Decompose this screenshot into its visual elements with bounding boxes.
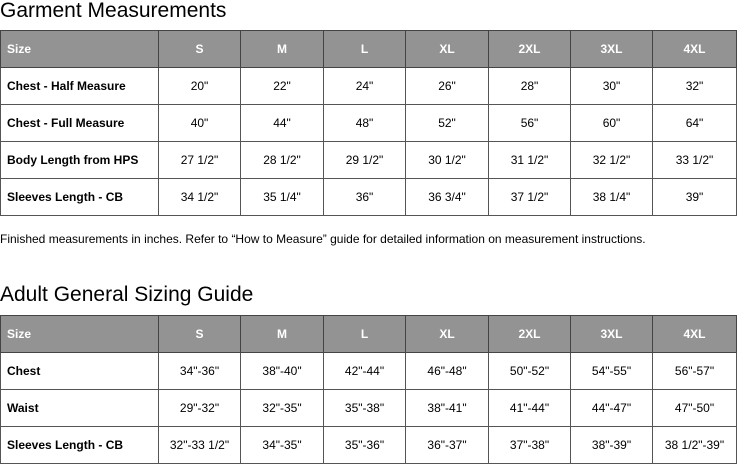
table-cell: 34 1/2"	[158, 178, 241, 216]
table-cell: 31 1/2"	[488, 141, 571, 179]
table-cell: 47"-50"	[652, 389, 737, 427]
table-cell: 29"-32"	[158, 389, 241, 427]
table-cell: 38"-40"	[240, 352, 324, 390]
table-cell: 42"-44"	[323, 352, 406, 390]
table-cell: 30"	[570, 67, 653, 105]
table-cell: 44"-47"	[570, 389, 653, 427]
table-cell: 27 1/2"	[158, 141, 241, 179]
column-header: 3XL	[570, 30, 653, 68]
row-label: Chest	[0, 352, 159, 390]
table-cell: 52"	[405, 104, 489, 142]
column-header: 3XL	[570, 315, 653, 353]
table-cell: 24"	[323, 67, 406, 105]
column-header: 4XL	[652, 315, 737, 353]
table-cell: 38 1/4"	[570, 178, 653, 216]
table-cell: 32 1/2"	[570, 141, 653, 179]
table-cell: 32"	[652, 67, 737, 105]
table-row: Sleeves Length - CB 32"-33 1/2" 34"-35" 35"…	[0, 426, 737, 464]
table-cell: 46"-48"	[405, 352, 489, 390]
table-cell: 32"-33 1/2"	[158, 426, 241, 464]
header-row: Size S M L XL 2XL 3XL 4XL	[0, 30, 737, 68]
table-cell: 38"-39"	[570, 426, 653, 464]
column-header: 2XL	[488, 30, 571, 68]
table-cell: 41"-44"	[488, 389, 571, 427]
table-cell: 39"	[652, 178, 737, 216]
row-label: Chest - Full Measure	[0, 104, 159, 142]
table-cell: 56"-57"	[652, 352, 737, 390]
table-row: Chest - Full Measure 40" 44" 48" 52" 56" 60" 64…	[0, 104, 737, 142]
table-row: Chest - Half Measure 20" 22" 24" 26" 28" 30" 32…	[0, 67, 737, 105]
row-label: Body Length from HPS	[0, 141, 159, 179]
table-cell: 34"-35"	[240, 426, 324, 464]
table-row: Body Length from HPS 27 1/2" 28 1/2" 29 1/2…	[0, 141, 737, 179]
table-row: Chest 34"-36" 38"-40" 42"-44" 46"-48" 50"-52"…	[0, 352, 737, 390]
table-cell: 36"-37"	[405, 426, 489, 464]
table-cell: 32"-35"	[240, 389, 324, 427]
table-cell: 35"-38"	[323, 389, 406, 427]
table-cell: 50"-52"	[488, 352, 571, 390]
table-cell: 38 1/2"-39"	[652, 426, 737, 464]
column-header: 4XL	[652, 30, 737, 68]
column-header: S	[158, 30, 241, 68]
garment-measurements-title: Garment Measurements	[0, 0, 227, 22]
table-cell: 33 1/2"	[652, 141, 737, 179]
column-header: M	[240, 315, 324, 353]
row-label: Chest - Half Measure	[0, 67, 159, 105]
header-row: Size S M L XL 2XL 3XL 4XL	[0, 315, 737, 353]
table-cell: 34"-36"	[158, 352, 241, 390]
sizing-guide-table: Size S M L XL 2XL 3XL 4XL Chest 34"-36" 38"-40" 42"…	[0, 315, 737, 464]
column-header: L	[323, 30, 406, 68]
measurement-note: Finished measurements in inches. Refer t…	[0, 232, 646, 246]
row-label: Sleeves Length - CB	[0, 426, 159, 464]
table-cell: 22"	[240, 67, 324, 105]
table-cell: 28"	[488, 67, 571, 105]
table-cell: 56"	[488, 104, 571, 142]
table-cell: 40"	[158, 104, 241, 142]
table-cell: 38"-41"	[405, 389, 489, 427]
column-header: M	[240, 30, 324, 68]
table-cell: 54"-55"	[570, 352, 653, 390]
table-cell: 36"	[323, 178, 406, 216]
column-header: XL	[405, 315, 489, 353]
row-label: Sleeves Length - CB	[0, 178, 159, 216]
row-label: Waist	[0, 389, 159, 427]
table-row: Sleeves Length - CB 34 1/2" 35 1/4" 36" 36 3…	[0, 178, 737, 216]
garment-measurements-table: Size S M L XL 2XL 3XL 4XL Chest - Half Measure 20…	[0, 30, 737, 216]
table-cell: 28 1/2"	[240, 141, 324, 179]
table-cell: 26"	[405, 67, 489, 105]
column-header: Size	[0, 30, 159, 68]
table-cell: 48"	[323, 104, 406, 142]
column-header: 2XL	[488, 315, 571, 353]
table-cell: 30 1/2"	[405, 141, 489, 179]
column-header: XL	[405, 30, 489, 68]
table-cell: 37"-38"	[488, 426, 571, 464]
table-cell: 44"	[240, 104, 324, 142]
sizing-guide-title: Adult General Sizing Guide	[0, 283, 254, 306]
column-header: L	[323, 315, 406, 353]
table-cell: 60"	[570, 104, 653, 142]
column-header: Size	[0, 315, 159, 353]
table-cell: 20"	[158, 67, 241, 105]
table-cell: 29 1/2"	[323, 141, 406, 179]
table-cell: 64"	[652, 104, 737, 142]
table-row: Waist 29"-32" 32"-35" 35"-38" 38"-41" 41"-44"…	[0, 389, 737, 427]
table-cell: 35"-36"	[323, 426, 406, 464]
table-cell: 35 1/4"	[240, 178, 324, 216]
column-header: S	[158, 315, 241, 353]
table-cell: 37 1/2"	[488, 178, 571, 216]
table-cell: 36 3/4"	[405, 178, 489, 216]
